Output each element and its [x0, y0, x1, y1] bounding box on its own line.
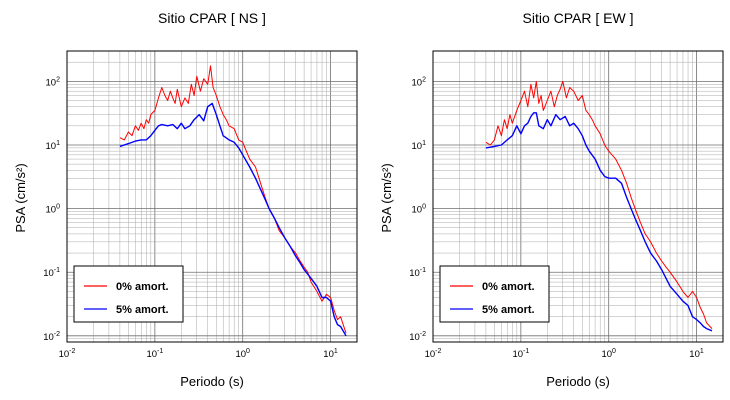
tick-label: 100	[412, 204, 427, 216]
legend: 0% amort. 5% amort.	[439, 265, 550, 323]
y-axis-label: PSA (cm/s²)	[13, 163, 28, 232]
series-line-5pct	[485, 112, 713, 332]
series-line-0pct	[485, 80, 713, 329]
plot-frame	[66, 50, 358, 343]
tick-label: 102	[412, 76, 427, 88]
legend-label-5pct: 5% amort.	[482, 304, 535, 316]
tick-label: 101	[689, 348, 704, 360]
tick-label: 101	[46, 140, 61, 152]
plot-frame	[432, 50, 724, 343]
legend-label-5pct: 5% amort.	[116, 304, 169, 316]
series-line-5pct	[119, 102, 347, 337]
tick-label: 10-2	[43, 331, 60, 343]
chart-title: Sitio CPAR [ EW ]	[523, 10, 634, 26]
tick-label: 10-1	[512, 348, 529, 360]
legend: 0% amort. 5% amort.	[73, 265, 184, 323]
x-axis-label: Periodo (s)	[546, 374, 610, 389]
legend-box	[73, 265, 184, 323]
legend-box	[439, 265, 550, 323]
grid	[66, 50, 358, 343]
tick-labels: 10-2 10-1 100 101 10-2 10-1 100 101 102	[409, 76, 704, 360]
series-line-0pct	[119, 65, 347, 334]
series-group	[119, 65, 347, 337]
legend-label-0pct: 0% amort.	[116, 281, 169, 293]
tick-label: 10-1	[409, 267, 426, 279]
legend-label-0pct: 0% amort.	[482, 281, 535, 293]
chart-ew: Sitio CPAR [ EW ] 10-2 10-1 100 101 10-2 10-1…	[379, 10, 724, 389]
tick-label: 102	[46, 76, 61, 88]
tick-label: 101	[412, 140, 427, 152]
tick-label: 101	[323, 348, 338, 360]
tick-label: 10-2	[409, 331, 426, 343]
tick-label: 10-1	[43, 267, 60, 279]
tick-label: 100	[46, 204, 61, 216]
tick-label: 100	[235, 348, 250, 360]
tick-labels: 10-2 10-1 100 101 10-2 10-1 100 101 102	[43, 76, 338, 360]
tick-label: 10-2	[59, 348, 76, 360]
tick-label: 10-2	[425, 348, 442, 360]
tick-label: 100	[601, 348, 616, 360]
y-axis-label: PSA (cm/s²)	[379, 163, 394, 232]
series-group	[485, 80, 713, 332]
tick-label: 10-1	[146, 348, 163, 360]
chart-title: Sitio CPAR [ NS ]	[158, 10, 266, 26]
chart-ns: Sitio CPAR [ NS ] 10-2 10-1 100 101 10-2 10-1…	[13, 10, 358, 389]
x-axis-label: Periodo (s)	[180, 374, 244, 389]
